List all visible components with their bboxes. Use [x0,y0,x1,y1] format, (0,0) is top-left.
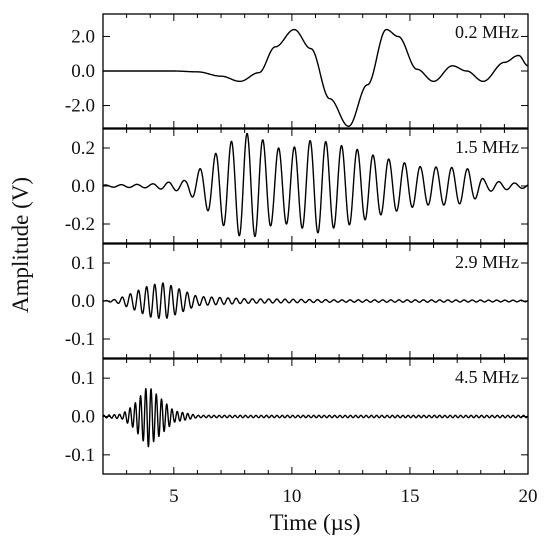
y-tick-label: 0.0 [71,407,95,428]
y-tick-label: -0.1 [65,445,95,466]
panel-label: 2.9 MHz [455,252,519,272]
y-tick-label: 0.0 [71,176,95,197]
y-tick-label: -2.0 [65,96,95,117]
signal-line [103,28,529,127]
y-tick-label: 0.0 [71,61,95,82]
panel-label: 0.2 MHz [455,22,519,42]
y-tick-label: -0.1 [65,329,95,350]
x-tick-label: 15 [400,486,419,507]
panel-3: 0.1 0.0 -0.1 2.9 MHz [65,243,529,359]
y-tick-label: 0.1 [71,368,95,389]
signal-line [102,387,529,448]
panel-2: 0.2 0.0 -0.2 1.5 MHz [65,128,529,244]
panel-label: 4.5 MHz [455,367,519,387]
x-tick-label: 5 [169,486,179,507]
y-tick-label: 0.2 [71,138,95,159]
panels-group: 2.0 0.0 -2.0 0.2 MHz 0.2 0.0 -0.2 1.5 MHz 0.1 0.0… [65,13,529,475]
y-tick-label: 2.0 [71,26,95,47]
panel-1: 2.0 0.0 -2.0 0.2 MHz [65,13,529,129]
y-tick-label: -0.2 [65,214,95,235]
panel-label: 1.5 MHz [455,137,519,157]
x-tick-label: 10 [282,486,301,507]
signal-line [102,132,529,238]
x-axis-title: Time (µs) [269,510,360,535]
y-tick-label: 0.1 [71,253,95,274]
y-tick-label: 0.0 [71,291,95,312]
signal-line [102,282,529,320]
y-axis-title: Amplitude (V) [8,177,33,313]
panel-4: 0.1 0.0 -0.1 4.5 MHz [65,358,529,475]
x-tick-labels: 5 10 15 20 [169,486,537,507]
x-tick-label: 20 [519,486,538,507]
